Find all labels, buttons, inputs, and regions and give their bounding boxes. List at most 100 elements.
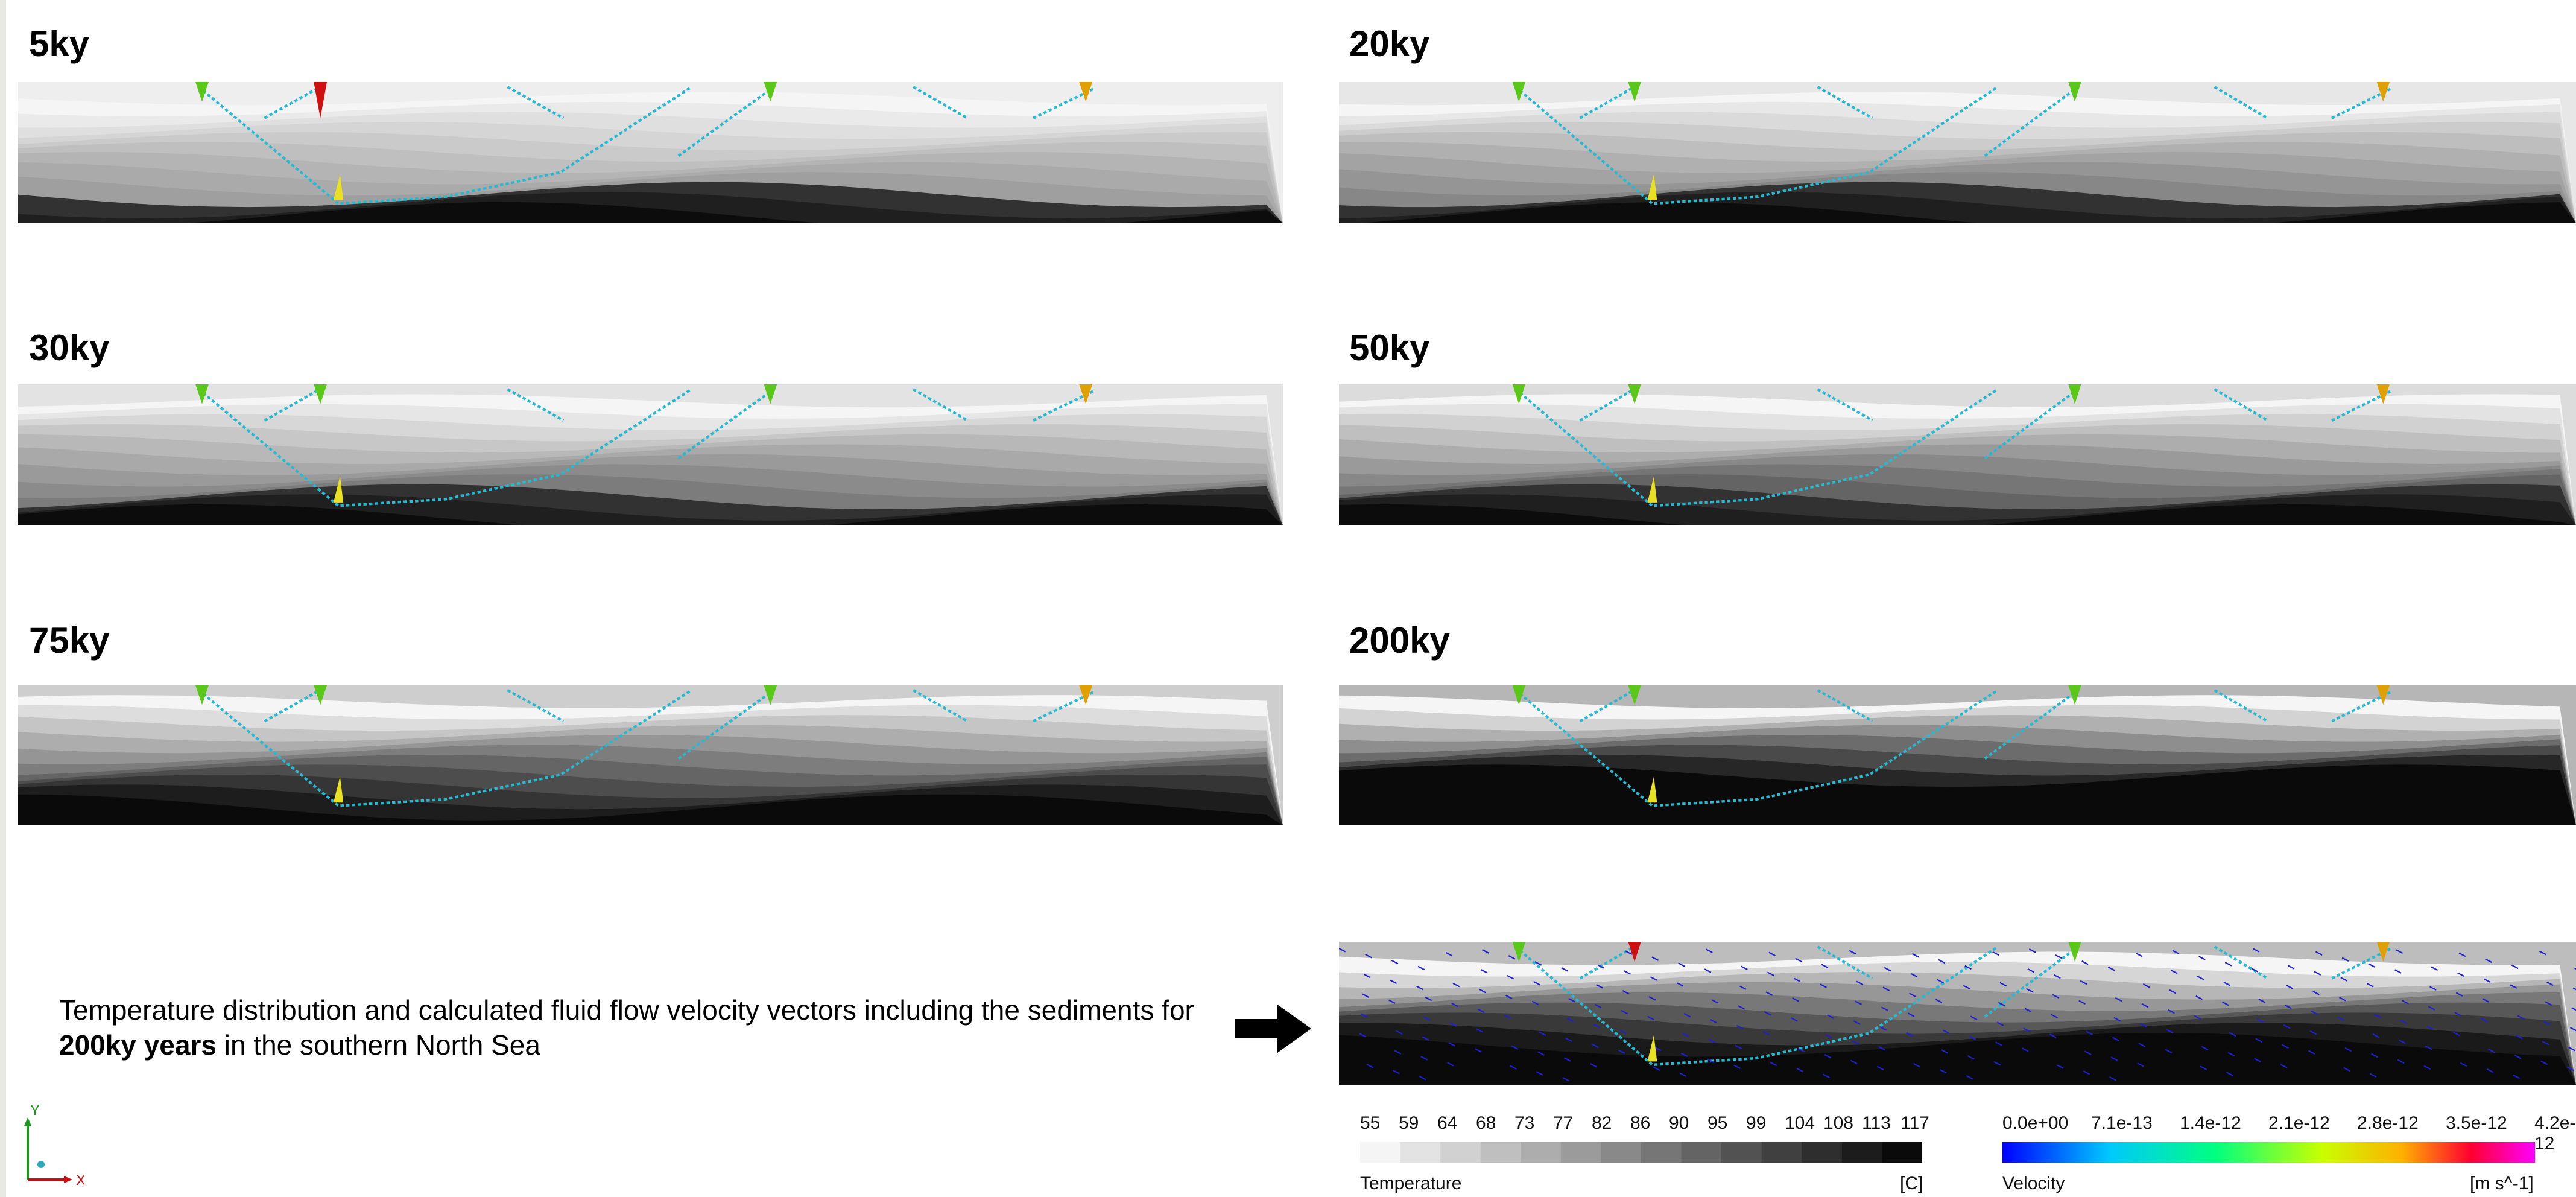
vector-cone xyxy=(1512,82,1525,102)
velocity-vector xyxy=(2201,1046,2209,1051)
velocity-vector xyxy=(1736,1024,1744,1030)
temperature-swatch xyxy=(1400,1142,1441,1163)
velocity-vector xyxy=(2460,1062,2467,1067)
temperature-band xyxy=(18,504,1283,525)
temperature-tick-label: 55 xyxy=(1360,1113,1381,1133)
velocity-vector xyxy=(1423,1016,1431,1021)
velocity-vector xyxy=(1648,995,1656,1001)
velocity-vector xyxy=(2337,1016,2345,1021)
velocity-vector xyxy=(1910,973,1918,978)
velocity-vector xyxy=(1537,1051,1545,1056)
velocity-vector xyxy=(2110,1056,2118,1061)
velocity-vector xyxy=(2255,1038,2263,1043)
panel-label: 5ky xyxy=(29,24,90,64)
velocity-vector xyxy=(1963,985,1970,989)
velocity-vectors xyxy=(1817,86,1873,119)
velocity-vector xyxy=(1876,1065,1884,1071)
velocity-vector xyxy=(1625,950,1633,955)
velocity-vector xyxy=(2171,970,2178,974)
velocity-vector xyxy=(2080,980,2087,985)
velocity-vector xyxy=(1539,1031,1546,1037)
vector-cone xyxy=(314,82,327,118)
velocity-tick-label: 3.5e-12 xyxy=(2446,1113,2507,1133)
velocity-vector xyxy=(1416,985,1423,991)
velocity-vector xyxy=(1882,986,1890,992)
velocity-vector xyxy=(2226,1072,2233,1076)
velocity-vector xyxy=(2425,1045,2432,1050)
velocity-vector xyxy=(1827,1014,1834,1019)
velocity-vector xyxy=(2280,1064,2288,1068)
velocity-vector xyxy=(1505,994,1513,1000)
velocity-vector xyxy=(1762,1030,1770,1036)
velocity-vector xyxy=(2574,967,2576,970)
velocity-vector xyxy=(1856,980,1864,986)
velocity-tick-label: 2.1e-12 xyxy=(2268,1113,2330,1133)
velocity-vector xyxy=(1447,1062,1454,1067)
velocity-vector xyxy=(2454,1012,2462,1017)
velocity-vectors xyxy=(1514,689,1999,807)
velocity-vector xyxy=(2513,1074,2520,1079)
velocity-vector xyxy=(2229,1032,2236,1037)
velocity-vector xyxy=(1797,1047,1805,1053)
legend-unit: [C] xyxy=(1900,1173,1923,1193)
velocity-vector xyxy=(1425,996,1432,1002)
temperature-band xyxy=(18,202,1283,223)
temperature-tick-label: 68 xyxy=(1476,1113,1496,1133)
arrow-shape xyxy=(1235,1005,1311,1053)
velocity-vector xyxy=(1909,992,1916,997)
velocity-vectors xyxy=(1817,388,1873,422)
velocity-vector xyxy=(1593,1023,1601,1029)
velocity-vector xyxy=(1823,1073,1830,1079)
vector-cone xyxy=(1512,384,1525,404)
velocity-vector xyxy=(2078,1000,2086,1005)
panel-canvas xyxy=(18,384,1283,525)
velocity-vectors xyxy=(507,388,565,422)
velocity-vectors xyxy=(264,87,318,119)
velocity-vector xyxy=(1792,997,1799,1002)
velocity-tick-label: 4.2e-12 xyxy=(2534,1113,2576,1154)
velocity-vector xyxy=(2287,965,2295,970)
vector-cone xyxy=(333,476,344,503)
velocity-vector xyxy=(2397,1059,2405,1064)
temperature-tick-label: 104 xyxy=(1785,1113,1815,1133)
velocity-tick-label: 7.1e-13 xyxy=(2091,1113,2153,1133)
velocity-vector xyxy=(2423,1065,2431,1070)
velocity-vector xyxy=(1735,1044,1742,1050)
velocity-vector xyxy=(1678,962,1685,967)
velocity-vector xyxy=(1739,985,1747,990)
temperature-tick-label: 95 xyxy=(1707,1113,1728,1133)
velocity-vector xyxy=(2027,968,2035,973)
vector-cone xyxy=(1647,776,1657,803)
temperature-swatch xyxy=(1802,1142,1843,1163)
velocity-vector xyxy=(1531,1000,1539,1006)
panel-canvas xyxy=(1339,384,2576,525)
velocity-vector xyxy=(1790,1017,1798,1022)
temperature-swatch xyxy=(1601,1142,1642,1163)
velocity-vector xyxy=(2021,1047,2029,1052)
velocity-vectors xyxy=(1579,389,1632,422)
velocity-vector xyxy=(1651,956,1659,961)
temperature-swatch xyxy=(1681,1142,1722,1163)
velocity-vector xyxy=(2539,950,2546,956)
velocity-vectors xyxy=(677,86,775,157)
velocity-vector xyxy=(2254,1058,2261,1062)
temperature-tick-label: 117 xyxy=(1900,1113,1929,1133)
velocity-vector xyxy=(1536,1071,1543,1076)
velocity-vectors xyxy=(198,388,692,507)
velocity-vector xyxy=(2396,949,2404,954)
velocity-vector xyxy=(1596,984,1603,989)
velocity-vectors xyxy=(1514,86,1999,205)
velocity-vector xyxy=(2107,966,2115,971)
velocity-vector xyxy=(2458,952,2466,957)
velocity-vector xyxy=(2135,953,2143,957)
velocity-vector xyxy=(2338,997,2346,1002)
velocity-vector xyxy=(2052,994,2060,999)
velocity-vector xyxy=(2545,1001,2552,1006)
velocity-vector xyxy=(2540,1060,2548,1065)
velocity-vector xyxy=(2283,1024,2291,1029)
velocity-vector xyxy=(2200,1065,2207,1070)
velocity-vector xyxy=(1995,1041,2002,1046)
vector-cone xyxy=(2068,942,2081,962)
